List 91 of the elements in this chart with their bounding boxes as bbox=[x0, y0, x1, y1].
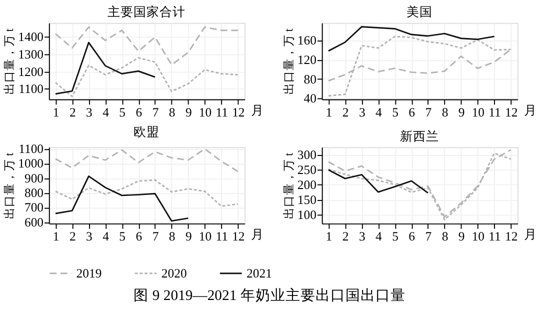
x-axis-title: 月 bbox=[250, 103, 264, 118]
y-tick-label: 1400 bbox=[18, 30, 44, 44]
caption: 图 9 2019—2021 年奶业主要出口国出口量 bbox=[134, 286, 406, 304]
x-tick-label: 2 bbox=[342, 105, 349, 120]
y-tick-label: 40 bbox=[304, 92, 316, 106]
x-tick-label: 3 bbox=[86, 105, 92, 120]
line-series bbox=[54, 148, 239, 172]
x-axis-title: 月 bbox=[524, 103, 537, 118]
y-tick-label: 700 bbox=[24, 200, 44, 215]
x-tick-label: 5 bbox=[119, 105, 126, 120]
x-tick-label: 7 bbox=[152, 230, 159, 244]
y-tick-label: 800 bbox=[24, 186, 44, 200]
x-tick-label: 9 bbox=[185, 230, 192, 244]
x-tick-label: 2 bbox=[69, 105, 76, 120]
x-tick-label: 6 bbox=[136, 105, 142, 120]
y-tick-label: 1300 bbox=[18, 48, 44, 62]
line-series bbox=[54, 57, 239, 98]
x-tick-label: 6 bbox=[136, 230, 142, 244]
x-tick-label: 8 bbox=[168, 105, 176, 120]
x-tick-label: 6 bbox=[408, 230, 416, 244]
x-tick-label: 12 bbox=[504, 105, 518, 120]
x-tick-label: 10 bbox=[472, 230, 485, 244]
x-tick-label: 7 bbox=[425, 230, 432, 244]
line-series bbox=[54, 175, 189, 222]
x-tick-label: 11 bbox=[216, 105, 228, 120]
y-axis-title: 出口量，万 t bbox=[282, 28, 296, 95]
y-tick-label: 300 bbox=[297, 148, 316, 162]
x-tick-label: 3 bbox=[358, 230, 366, 244]
chart-title: 主要国家合计 bbox=[108, 4, 186, 20]
x-tick-label: 9 bbox=[458, 230, 465, 244]
line-series bbox=[54, 26, 239, 66]
y-tick-label: 1200 bbox=[18, 64, 44, 79]
x-tick-label: 11 bbox=[488, 230, 501, 244]
y-tick-label: 900 bbox=[24, 171, 44, 186]
line-series bbox=[54, 179, 239, 207]
x-tick-label: 1 bbox=[326, 230, 332, 244]
chart-title: 欧盟 bbox=[134, 124, 160, 139]
x-tick-label: 9 bbox=[185, 105, 192, 120]
x-tick-label: 9 bbox=[458, 105, 465, 120]
line-series bbox=[328, 169, 429, 194]
x-tick-label: 5 bbox=[392, 230, 398, 244]
y-tick-label: 150 bbox=[297, 192, 316, 207]
x-tick-label: 1 bbox=[52, 230, 60, 244]
y-tick-label: 100 bbox=[297, 208, 316, 222]
chart-title: 美国 bbox=[406, 4, 433, 20]
x-tick-label: 1 bbox=[52, 105, 60, 120]
y-axis-title: 出口量，万 t bbox=[282, 152, 296, 219]
x-axis-title: 月 bbox=[524, 228, 537, 242]
x-tick-label: 2 bbox=[342, 230, 349, 244]
line-series bbox=[54, 42, 156, 95]
x-tick-label: 5 bbox=[119, 230, 126, 244]
chart-title: 新西兰 bbox=[400, 129, 440, 144]
x-tick-label: 2 bbox=[69, 230, 76, 244]
x-tick-label: 5 bbox=[392, 105, 398, 120]
y-tick-label: 160 bbox=[297, 34, 316, 48]
y-tick-label: 1100 bbox=[18, 142, 44, 156]
x-tick-label: 3 bbox=[358, 105, 366, 120]
x-tick-label: 12 bbox=[504, 230, 518, 244]
y-tick-label: 1100 bbox=[18, 82, 44, 96]
x-tick-label: 11 bbox=[216, 230, 228, 244]
y-tick-label: 600 bbox=[24, 215, 44, 230]
x-tick-label: 8 bbox=[442, 105, 448, 120]
y-tick-label: 1000 bbox=[18, 156, 44, 171]
x-tick-label: 7 bbox=[152, 105, 159, 120]
x-tick-label: 12 bbox=[232, 230, 245, 244]
y-axis-title: 出口量，万 t bbox=[3, 152, 16, 219]
legend-label: 2021 bbox=[246, 266, 272, 280]
x-tick-label: 4 bbox=[102, 230, 110, 244]
x-tick-label: 8 bbox=[168, 230, 176, 244]
x-tick-label: 3 bbox=[86, 230, 92, 244]
y-tick-label: 120 bbox=[297, 53, 316, 68]
x-tick-label: 6 bbox=[408, 105, 416, 120]
legend-label: 2020 bbox=[161, 266, 187, 280]
x-axis-title: 月 bbox=[250, 228, 264, 242]
y-tick-label: 250 bbox=[297, 162, 316, 177]
x-tick-label: 10 bbox=[198, 105, 212, 120]
x-tick-label: 7 bbox=[425, 105, 432, 120]
y-axis-title: 出口量，万 t bbox=[3, 28, 16, 95]
x-tick-label: 10 bbox=[198, 230, 212, 244]
x-tick-label: 4 bbox=[376, 105, 383, 120]
x-tick-label: 4 bbox=[102, 105, 110, 120]
x-tick-label: 12 bbox=[232, 105, 245, 120]
y-tick-label: 80 bbox=[304, 72, 316, 86]
line-series bbox=[328, 26, 495, 52]
y-tick-label: 200 bbox=[297, 178, 316, 192]
x-tick-label: 8 bbox=[442, 230, 448, 244]
x-tick-label: 4 bbox=[376, 230, 383, 244]
x-tick-label: 1 bbox=[326, 105, 332, 120]
legend-label: 2019 bbox=[76, 266, 102, 280]
x-tick-label: 10 bbox=[472, 105, 485, 120]
x-tick-label: 11 bbox=[488, 105, 501, 120]
